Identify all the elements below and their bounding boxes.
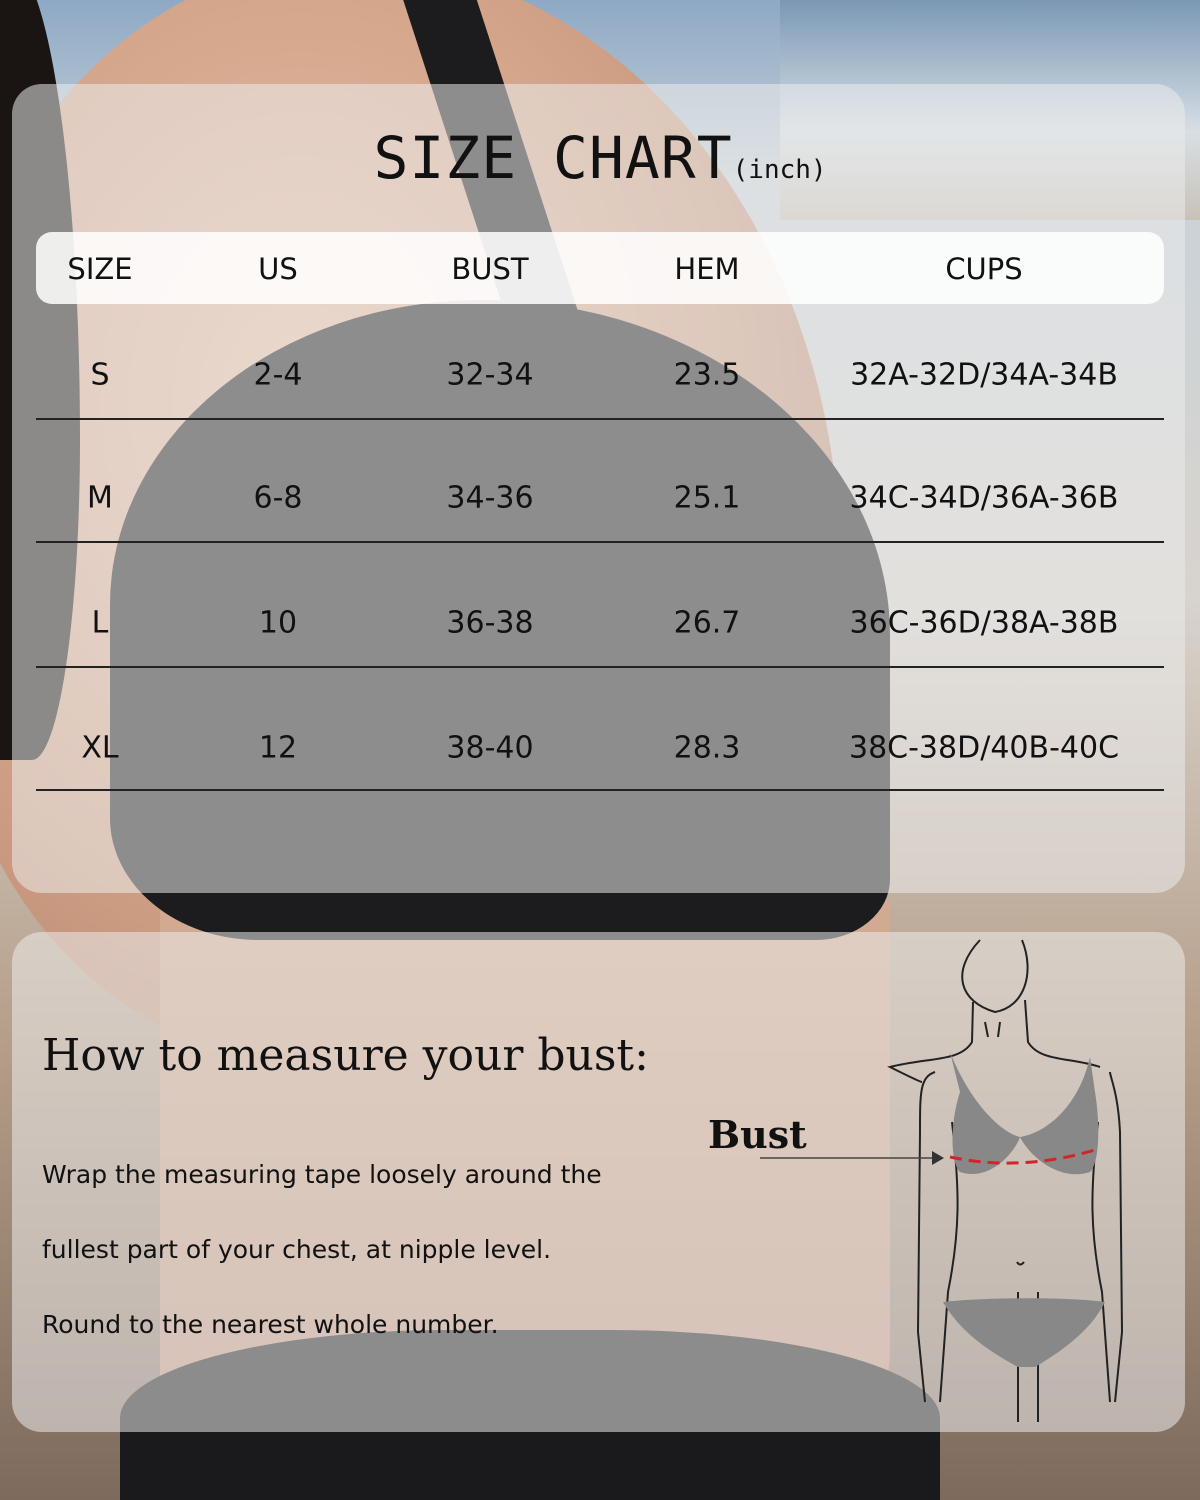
measure-heading: How to measure your bust: [42,1030,649,1081]
table-cell: 10 [258,605,298,641]
column-header: CUPS [945,252,1023,286]
measure-line: fullest part of your chest, at nipple le… [42,1235,552,1264]
table-cell: L [91,605,109,641]
bra-drawing [950,1052,1099,1175]
page-title: SIZE CHART(inch) [0,124,1200,192]
table-cell: 26.7 [673,605,741,641]
measure-line: Wrap the measuring tape loosely around t… [42,1160,602,1189]
table-cell: 38-40 [446,730,534,766]
table-cell: 38C-38D/40B-40C [848,730,1120,766]
body-figure-illustration [760,939,1124,1422]
table-cell: M [87,480,113,516]
size-chart-card [12,84,1185,893]
arrow-head-icon [932,1151,944,1165]
table-cell: 36C-36D/38A-38B [849,605,1119,641]
row-divider [36,418,1164,420]
table-cell: 6-8 [253,480,303,516]
briefs-drawing [943,1298,1105,1367]
table-header [36,232,1164,304]
table-cell: 12 [258,730,298,766]
row-divider [36,541,1164,543]
table-cell: 23.5 [673,357,741,393]
column-header: BUST [451,252,529,286]
measure-line: Round to the nearest whole number. [42,1310,499,1339]
title-unit: (inch) [732,155,827,185]
column-header: US [258,252,298,286]
table-cell: 28.3 [673,730,741,766]
title-main: SIZE CHART [373,124,733,192]
table-cell: 34C-34D/36A-36B [849,480,1119,516]
row-divider [36,789,1164,791]
table-cell: 2-4 [253,357,303,393]
table-cell: 36-38 [446,605,534,641]
table-cell: 25.1 [673,480,741,516]
bust-label: Bust [708,1112,807,1157]
table-cell: S [90,357,110,393]
row-divider [36,666,1164,668]
table-cell: XL [81,730,119,766]
column-header: SIZE [67,252,133,286]
table-cell: 34-36 [446,480,534,516]
table-cell: 32A-32D/34A-34B [850,357,1118,393]
table-cell: 32-34 [446,357,534,393]
column-header: HEM [674,252,740,286]
